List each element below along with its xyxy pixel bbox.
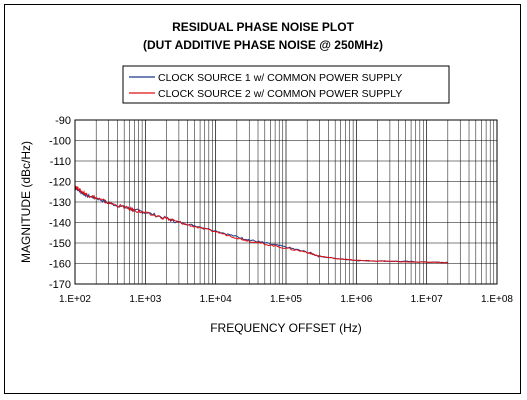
x-tick-label: 1.E+02	[59, 294, 91, 305]
y-tick-label: -130	[49, 197, 71, 209]
legend-label-series-2: CLOCK SOURCE 2 w/ COMMON POWER SUPPLY	[158, 88, 402, 100]
y-tick-label: -140	[49, 218, 71, 230]
x-tick-label: 1.E+06	[340, 294, 372, 305]
chart-frame: RESIDUAL PHASE NOISE PLOT (DUT ADDITIVE …	[4, 4, 521, 394]
legend-box	[122, 65, 450, 104]
legend: CLOCK SOURCE 1 w/ COMMON POWER SUPPLY CL…	[122, 65, 450, 104]
grid	[74, 119, 497, 285]
y-tick-label: -120	[49, 177, 71, 189]
legend-label-series-1: CLOCK SOURCE 1 w/ COMMON POWER SUPPLY	[158, 72, 402, 84]
series-line-2	[74, 185, 448, 264]
y-tick-label: -100	[49, 136, 71, 148]
x-tick-label: 1.E+03	[129, 294, 161, 305]
x-tick-label: 1.E+08	[481, 294, 513, 305]
x-tick-label: 1.E+07	[411, 294, 443, 305]
x-tick-label: 1.E+05	[270, 294, 302, 305]
y-tick-label: -110	[50, 156, 71, 168]
y-tick-label: -90	[55, 115, 71, 127]
x-tick-label: 1.E+04	[200, 294, 232, 305]
y-tick-label: -170	[49, 279, 71, 291]
chart-title: RESIDUAL PHASE NOISE PLOT	[172, 20, 354, 34]
x-tick-labels: 1.E+02 1.E+03 1.E+04 1.E+05 1.E+06 1.E+07 1.E+…	[59, 294, 513, 305]
y-tick-label: -160	[49, 259, 71, 271]
phase-noise-chart: RESIDUAL PHASE NOISE PLOT (DUT ADDITIVE …	[19, 20, 513, 335]
y-tick-label: -150	[49, 238, 71, 250]
chart-subtitle: (DUT ADDITIVE PHASE NOISE @ 250MHz)	[143, 38, 383, 52]
y-axis-label: MAGNITUDE (dBc/Hz)	[19, 141, 33, 263]
plot-area-border	[74, 119, 498, 285]
y-tick-labels: -90 -100 -110 -120 -130 -140 -150 -160 -170	[49, 115, 71, 291]
series-line-1	[74, 186, 448, 264]
x-axis-label: FREQUENCY OFFSET (Hz)	[210, 321, 362, 335]
series-layer	[74, 185, 448, 264]
